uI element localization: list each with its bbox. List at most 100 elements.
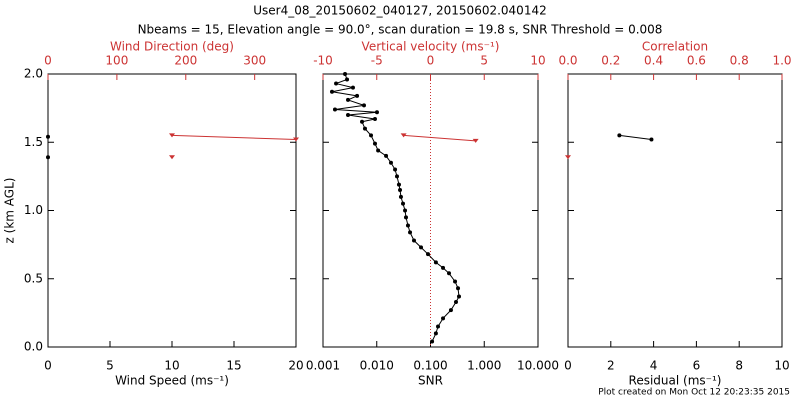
x-tick-label: 6 bbox=[693, 359, 701, 373]
marker bbox=[388, 160, 393, 165]
x-tick-label: 0.100 bbox=[413, 359, 447, 373]
marker bbox=[425, 252, 430, 257]
marker bbox=[393, 167, 398, 172]
x2-tick-label: 0.8 bbox=[730, 54, 749, 68]
marker bbox=[355, 93, 360, 98]
x-tick-label: 0 bbox=[44, 359, 52, 373]
marker bbox=[408, 230, 413, 235]
x2-tick-label: -10 bbox=[313, 54, 333, 68]
x-tick-label: 10 bbox=[774, 359, 789, 373]
x-tick-label: 2 bbox=[607, 359, 615, 373]
marker bbox=[401, 201, 406, 206]
marker bbox=[369, 133, 374, 138]
marker bbox=[362, 126, 367, 131]
x2-tick-label: 10 bbox=[530, 54, 545, 68]
x2-axis-label: Correlation bbox=[642, 40, 708, 54]
x-tick-label: 15 bbox=[226, 359, 241, 373]
subtitle: Nbeams = 15, Elevation angle = 90.0°, sc… bbox=[138, 23, 663, 37]
x-tick-label: 4 bbox=[650, 359, 658, 373]
profile-line bbox=[403, 134, 476, 142]
x2-tick-label: 300 bbox=[243, 54, 266, 68]
x2-tick-label: 0.6 bbox=[687, 54, 706, 68]
marker bbox=[332, 107, 337, 112]
marker bbox=[472, 138, 479, 143]
marker bbox=[346, 97, 351, 102]
marker bbox=[436, 324, 441, 329]
marker bbox=[565, 155, 571, 160]
marker bbox=[394, 174, 399, 179]
marker bbox=[433, 260, 438, 265]
x-tick-label: 0 bbox=[564, 359, 572, 373]
marker bbox=[400, 133, 407, 138]
x2-axis-label: Wind Direction (deg) bbox=[110, 40, 234, 54]
x2-tick-label: 0.0 bbox=[558, 54, 577, 68]
y-tick-label: 0.5 bbox=[24, 271, 43, 285]
marker bbox=[360, 119, 365, 124]
x-axis-label: SNR bbox=[418, 374, 443, 388]
marker bbox=[361, 103, 366, 108]
marker bbox=[419, 245, 424, 250]
title: User4_08_20150602_040127, 20150602.04014… bbox=[253, 4, 546, 18]
x2-tick-label: 0.4 bbox=[644, 54, 663, 68]
marker bbox=[46, 155, 50, 160]
x2-axis-label: Vertical velocity (ms⁻¹) bbox=[362, 40, 500, 54]
x2-tick-label: 1.0 bbox=[772, 54, 791, 68]
marker bbox=[374, 110, 379, 115]
x-axis-label: Residual (ms⁻¹) bbox=[629, 374, 722, 388]
marker bbox=[293, 137, 299, 142]
marker bbox=[396, 182, 401, 187]
marker bbox=[433, 331, 438, 336]
marker bbox=[372, 141, 377, 146]
y-tick-label: 1.0 bbox=[24, 203, 43, 217]
x2-tick-label: 100 bbox=[105, 54, 128, 68]
marker bbox=[405, 223, 410, 228]
marker bbox=[403, 208, 408, 213]
marker bbox=[334, 81, 339, 86]
y-axis-label: z (km AGL) bbox=[3, 178, 17, 244]
marker bbox=[169, 133, 175, 138]
marker bbox=[430, 339, 435, 344]
x-tick-label: 8 bbox=[735, 359, 743, 373]
marker bbox=[448, 308, 453, 313]
x2-tick-label: 0 bbox=[44, 54, 52, 68]
profile-line bbox=[619, 134, 652, 141]
marker bbox=[447, 271, 452, 276]
marker bbox=[343, 72, 348, 76]
marker bbox=[403, 215, 408, 220]
marker bbox=[649, 137, 654, 142]
x2-tick-label: 0 bbox=[427, 54, 435, 68]
marker bbox=[46, 134, 50, 139]
marker bbox=[398, 188, 403, 193]
marker bbox=[350, 85, 355, 90]
marker bbox=[617, 133, 622, 138]
x2-tick-label: 5 bbox=[480, 54, 488, 68]
marker bbox=[456, 286, 461, 291]
x-tick-label: 0.010 bbox=[360, 359, 394, 373]
y-tick-label: 2.0 bbox=[24, 67, 43, 81]
marker bbox=[376, 148, 381, 153]
x-tick-label: 20 bbox=[288, 359, 303, 373]
marker bbox=[453, 279, 458, 284]
x-axis-label: Wind Speed (ms⁻¹) bbox=[115, 374, 229, 388]
x2-tick-label: 0.2 bbox=[601, 54, 620, 68]
marker bbox=[169, 155, 175, 160]
x-tick-label: 10.000 bbox=[517, 359, 559, 373]
x-tick-label: 1.000 bbox=[467, 359, 501, 373]
x-tick-label: 0.001 bbox=[306, 359, 340, 373]
marker bbox=[398, 194, 403, 199]
x2-tick-label: 200 bbox=[174, 54, 197, 68]
marker bbox=[441, 265, 446, 270]
marker bbox=[384, 153, 389, 158]
y-tick-label: 0.0 bbox=[24, 340, 43, 354]
x-tick-label: 5 bbox=[106, 359, 114, 373]
marker bbox=[441, 316, 446, 321]
profile-line bbox=[171, 134, 297, 141]
x-tick-label: 10 bbox=[164, 359, 179, 373]
marker bbox=[411, 238, 416, 243]
y-tick-label: 1.5 bbox=[24, 135, 43, 149]
marker bbox=[345, 77, 350, 82]
marker bbox=[456, 294, 461, 299]
x2-tick-label: -5 bbox=[371, 54, 383, 68]
